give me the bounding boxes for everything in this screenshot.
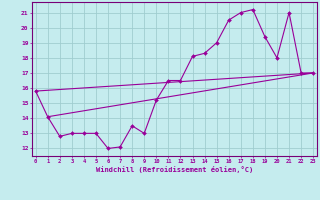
X-axis label: Windchill (Refroidissement éolien,°C): Windchill (Refroidissement éolien,°C) bbox=[96, 166, 253, 173]
